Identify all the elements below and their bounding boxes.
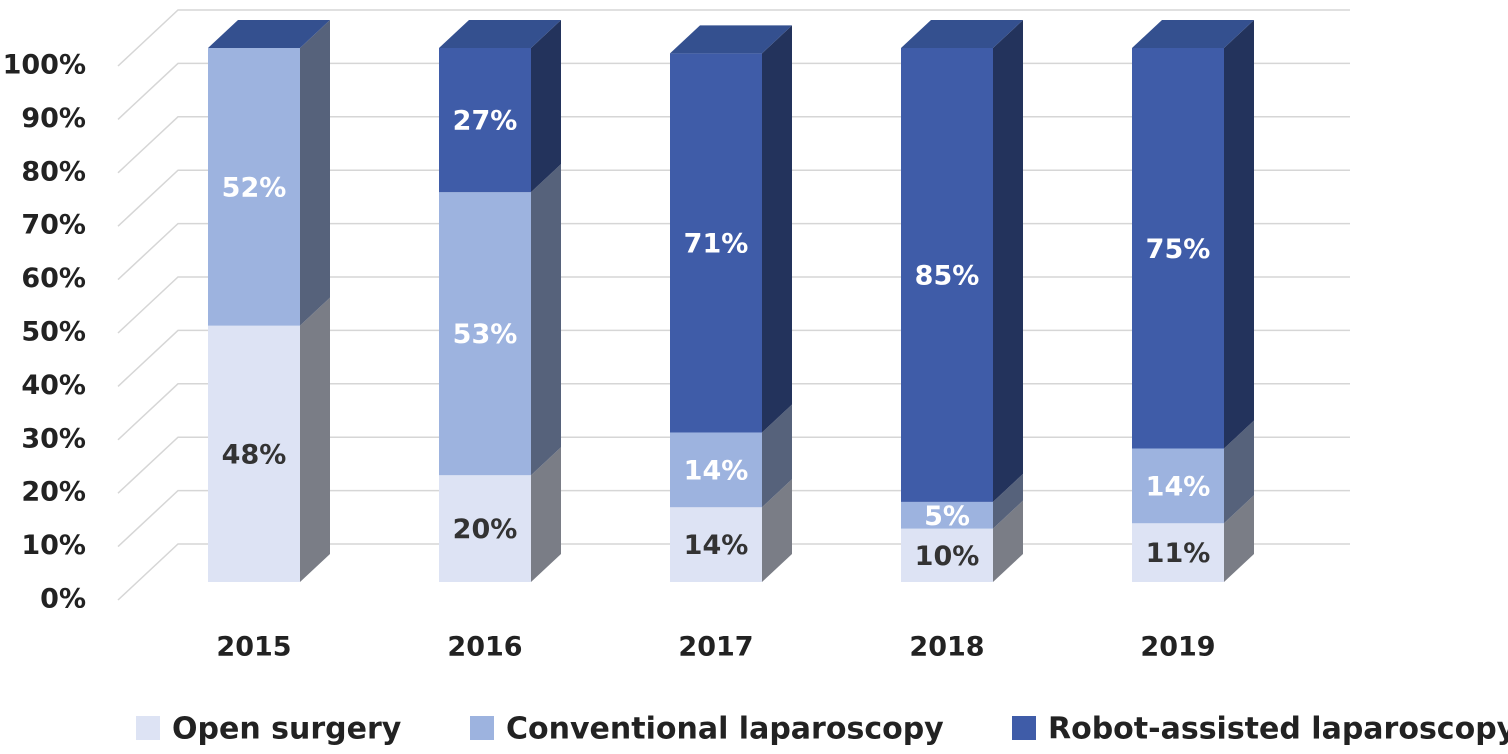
y-tick-label: 50% — [21, 317, 86, 348]
value-label: 75% — [1146, 234, 1211, 265]
bar-segment — [670, 53, 762, 433]
value-label: 53% — [453, 319, 518, 350]
bar-top — [1132, 20, 1254, 48]
bar-segment — [208, 48, 300, 326]
bar-segment — [439, 192, 531, 476]
legend-label: Open surgery — [172, 712, 402, 747]
x-tick-label: 2019 — [1140, 632, 1215, 663]
bar-top — [439, 20, 561, 48]
x-tick-label: 2017 — [678, 632, 753, 663]
value-label: 71% — [684, 228, 749, 259]
bar-side — [762, 479, 792, 582]
bar-segment — [901, 501, 993, 529]
y-tick-label: 80% — [21, 156, 86, 187]
value-label: 10% — [915, 541, 980, 572]
bar-side — [1224, 420, 1254, 524]
legend-swatch — [470, 716, 494, 740]
bar-segment — [1132, 448, 1224, 524]
bar-side — [1224, 495, 1254, 582]
legend-swatch — [1012, 716, 1036, 740]
bar-top — [208, 20, 330, 48]
value-label: 11% — [1146, 538, 1211, 569]
bar-segment — [1132, 48, 1224, 449]
bar-side — [531, 20, 561, 193]
x-tick-label: 2015 — [216, 632, 291, 663]
y-tick-label: 40% — [21, 370, 86, 401]
bar-segment — [670, 507, 762, 582]
bar-top — [901, 20, 1023, 48]
bar-side — [762, 404, 792, 508]
bar-segment — [901, 528, 993, 582]
legend-swatch — [136, 716, 160, 740]
value-label: 20% — [453, 514, 518, 545]
bar-side — [1224, 20, 1254, 449]
y-tick-label: 30% — [21, 423, 86, 454]
y-tick-label: 60% — [21, 263, 86, 294]
value-label: 52% — [222, 172, 287, 203]
bar-segment — [670, 432, 762, 508]
value-label: 14% — [684, 530, 749, 561]
bar-top — [670, 25, 792, 54]
value-label: 14% — [1146, 471, 1211, 502]
bar-side — [993, 500, 1023, 582]
y-tick-label: 70% — [21, 210, 86, 241]
bar-segment — [1132, 523, 1224, 582]
legend-label: Robot-assisted laparoscopy — [1048, 712, 1508, 747]
value-label: 85% — [915, 260, 980, 291]
bar-side — [300, 297, 330, 582]
value-label: 27% — [453, 106, 518, 137]
y-tick-label: 0% — [40, 584, 86, 615]
value-label: 14% — [684, 455, 749, 486]
bar-segment — [901, 48, 993, 502]
bar-side — [531, 447, 561, 582]
value-label: 48% — [222, 439, 287, 470]
bar-segment — [439, 48, 531, 193]
x-tick-label: 2018 — [909, 632, 984, 663]
bar-side — [300, 20, 330, 326]
bar-segment — [208, 325, 300, 582]
value-label: 5% — [924, 501, 970, 532]
bar-side — [531, 164, 561, 476]
x-tick-label: 2016 — [447, 632, 522, 663]
bar-side — [762, 25, 792, 433]
legend-label: Conventional laparoscopy — [506, 712, 944, 747]
bar-segment — [439, 475, 531, 582]
grid-line — [117, 9, 1350, 67]
bar-side — [993, 20, 1023, 502]
y-tick-label: 20% — [21, 477, 86, 508]
y-tick-label: 90% — [21, 103, 86, 134]
y-tick-label: 10% — [21, 530, 86, 561]
bar-side — [993, 473, 1023, 529]
y-tick-label: 100% — [3, 50, 86, 81]
